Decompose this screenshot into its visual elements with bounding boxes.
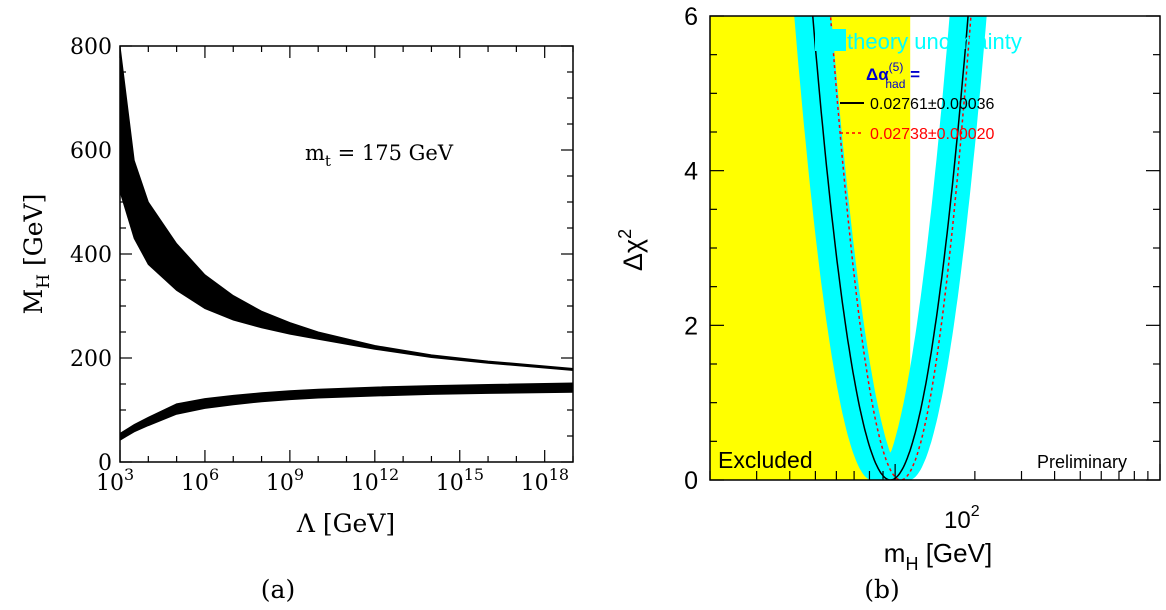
chart-a-x-axis-label: Λ [GeV] [296, 509, 395, 538]
chart-a-y-tick-label: 0 [98, 451, 112, 476]
chart-b-y-tick-label: 2 [684, 312, 698, 340]
chart-b-y-tick-labels: 0 2 4 6 [684, 3, 698, 495]
chart-a-y-tick-labels: 0 200 400 600 800 [70, 35, 112, 476]
chart-b-y-tick-label: 0 [684, 467, 698, 495]
chart-b: 0 2 4 6 theory uncertainty Δα(5) had = 0.027… [615, 3, 1161, 604]
chart-a-x-tick-label: 1015 [436, 465, 484, 496]
chart-b-ticks [709, 15, 1161, 481]
chart-b-legend-band-swatch [815, 29, 846, 51]
chart-a-x-tick-labels: 103 106 109 1012 1015 1018 [96, 465, 569, 496]
chart-b-y-axis-label: Δχ2 [615, 229, 648, 271]
chart-a-band-0 [119, 45, 574, 372]
chart-b-y-tick-label: 4 [684, 158, 698, 186]
chart-b-y-tick-label: 6 [684, 3, 698, 31]
chart-a-x-tick-label: 109 [266, 465, 304, 496]
chart-b-legend-entry-1: 0.02738±0.00020 [870, 126, 995, 143]
chart-a-x-tick-label: 1018 [521, 465, 569, 496]
chart-b-excluded-label: Excluded [718, 447, 813, 473]
chart-a-bands [119, 45, 574, 442]
chart-b-x-tick-label: 102 [944, 503, 980, 534]
chart-a-ticks [119, 45, 574, 463]
chart-a-annotation: mt = 175 GeV [305, 141, 454, 170]
chart-a-x-tick-label: 106 [181, 465, 219, 496]
chart-b-x-axis-label: mH [GeV] [884, 538, 992, 574]
chart-a-band-1 [119, 382, 574, 442]
chart-a-y-tick-label: 200 [70, 347, 112, 372]
chart-b-legend: theory uncertainty Δα(5) had = 0.02761±0.… [815, 29, 1022, 143]
chart-a: 0 200 400 600 800 103 106 109 1012 1015 1018 mt =… [19, 35, 574, 604]
chart-a-y-tick-label: 600 [70, 139, 112, 164]
chart-b-preliminary-label: Preliminary [1037, 452, 1127, 472]
chart-a-y-tick-label: 800 [70, 35, 112, 60]
chart-b-series-0-line [812, 16, 969, 480]
chart-b-series-1-line [829, 16, 972, 480]
chart-a-panel-label: (a) [261, 575, 295, 604]
chart-a-plot-frame [119, 45, 574, 463]
chart-a-y-tick-label: 400 [70, 243, 112, 268]
chart-b-legend-band-label: theory uncertainty [847, 29, 1022, 54]
chart-a-x-tick-label: 1012 [351, 465, 399, 496]
chart-a-x-tick-label: 103 [96, 465, 134, 496]
chart-b-legend-entry-0: 0.02761±0.00036 [870, 96, 995, 113]
chart-b-panel-label: (b) [864, 575, 900, 604]
chart-b-uncertainty-band [794, 16, 987, 480]
chart-b-legend-header: Δα(5) had = [866, 60, 920, 91]
chart-a-y-axis-label: MH [GeV] [19, 194, 54, 315]
